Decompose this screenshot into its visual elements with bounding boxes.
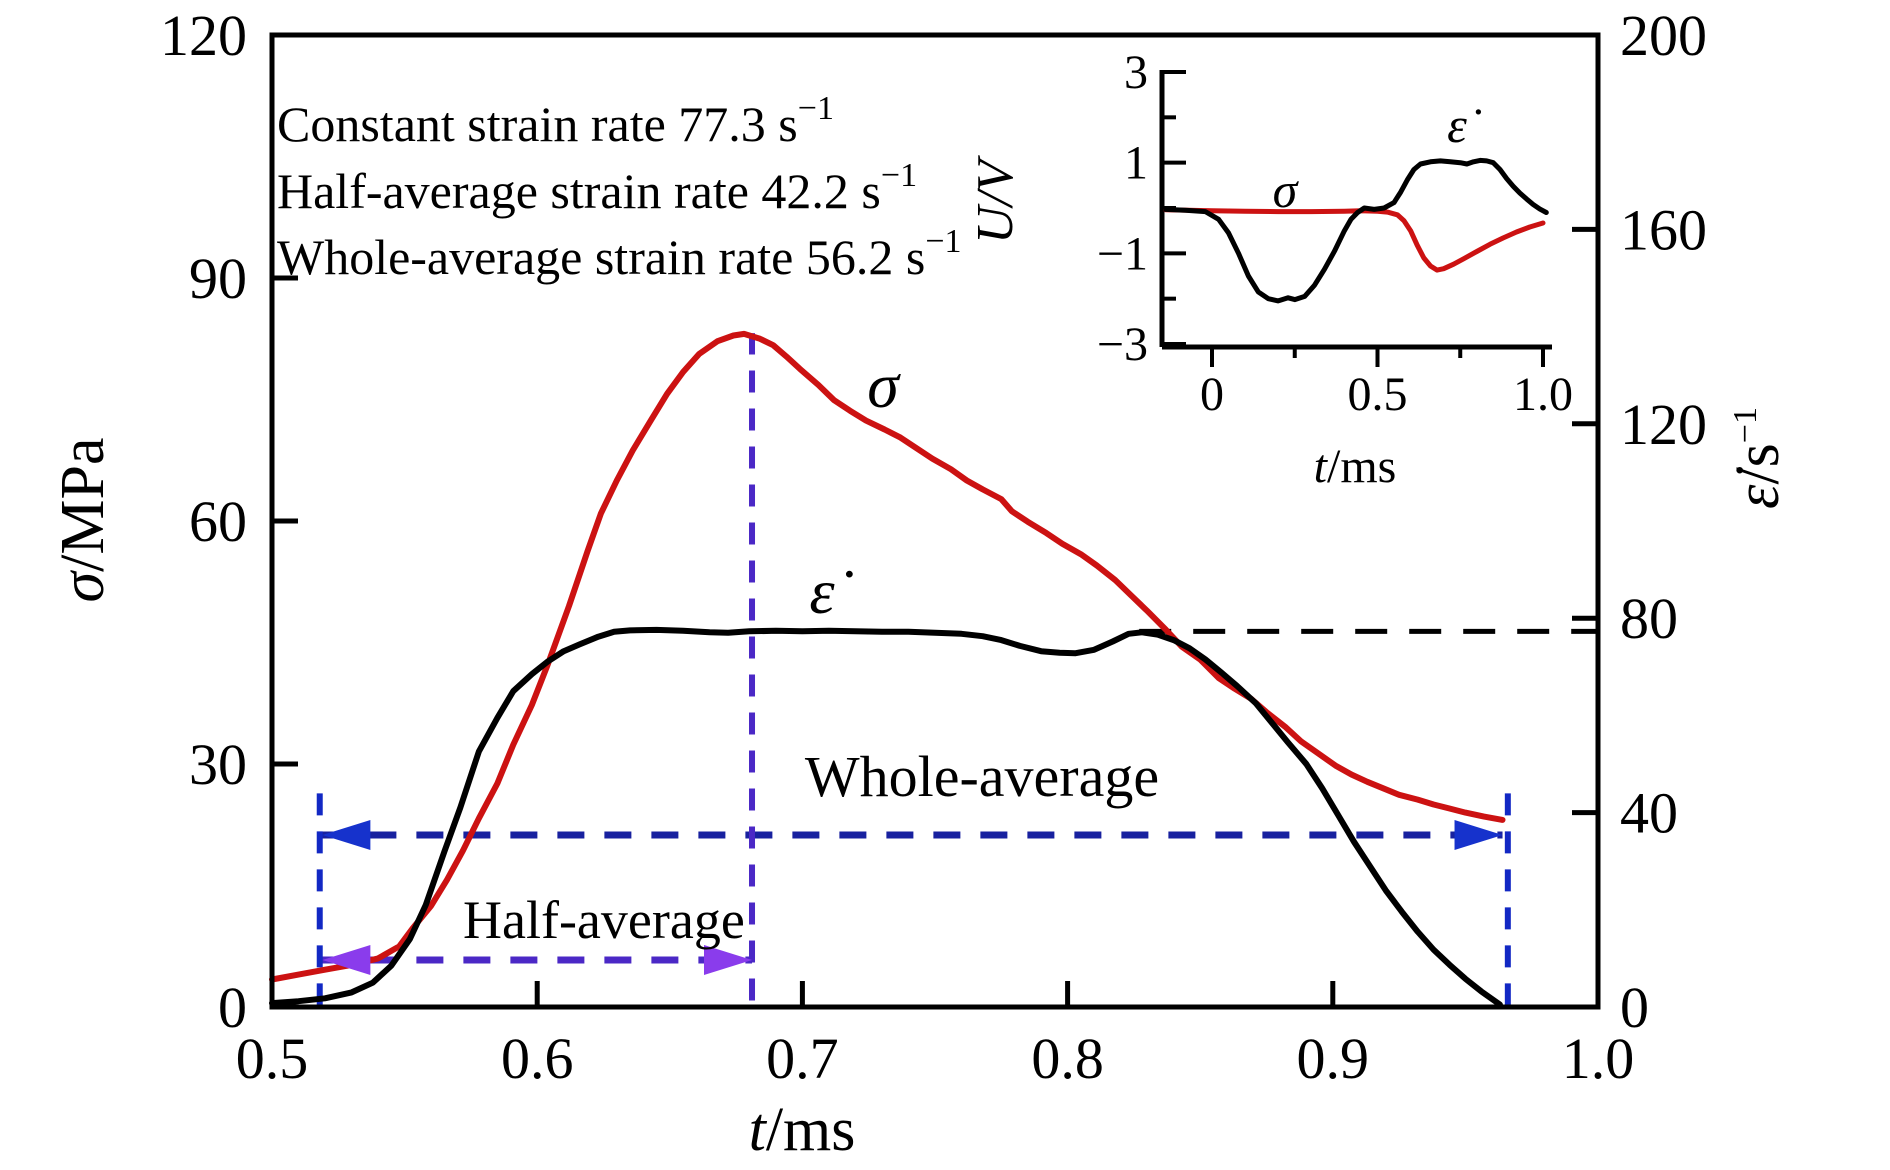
y-axis-label-right-unit: /s xyxy=(1724,443,1792,484)
y-right-tick-label-2: 80 xyxy=(1620,586,1678,651)
inset-strain-rate-curve-label: ε̇ xyxy=(1447,97,1482,153)
main-strain-rate-curve-label: ε̇ xyxy=(809,556,853,627)
inset-y-tick-label-3: −3 xyxy=(1097,318,1148,371)
inset-curves-layer xyxy=(1163,157,1549,304)
inset-strain-rate-curve xyxy=(1163,157,1549,304)
main-axis-tick-labels: 0.5 0.6 0.7 0.8 0.9 1.00306090120040801201602… xyxy=(160,3,1707,1091)
x-axis-label-symbol: t xyxy=(749,1096,768,1164)
x-tick-label-0: 0.5 xyxy=(236,1026,309,1091)
strain-rate-curve xyxy=(269,626,1503,1008)
legend-entry-whole-text: Whole-average strain rate 56.2 s xyxy=(277,229,925,285)
whole-average-label: Whole-average xyxy=(805,744,1159,809)
y-right-tick-label-5: 200 xyxy=(1620,3,1707,68)
whole-average-right-arrowhead xyxy=(1454,819,1503,850)
legend-entry-constant: Constant strain rate 77.3 s−1 xyxy=(277,90,834,152)
x-tick-label-1: 0.6 xyxy=(501,1026,574,1091)
legend-entry-whole-sup: −1 xyxy=(925,223,961,260)
y-axis-label-left: σ/MPa xyxy=(49,438,117,603)
x-tick-label-2: 0.7 xyxy=(766,1026,839,1091)
y-left-tick-label-4: 120 xyxy=(160,3,247,68)
inset-x-tick-label-1: 0.5 xyxy=(1348,368,1408,421)
x-tick-label-3: 0.8 xyxy=(1031,1026,1104,1091)
y-left-tick-label-0: 0 xyxy=(218,975,247,1040)
half-average-label: Half-average xyxy=(463,890,745,950)
half-average-right-arrowhead xyxy=(704,945,753,976)
inset-x-tick-label-0: 0 xyxy=(1200,368,1224,421)
x-axis-label-unit: /ms xyxy=(766,1096,856,1164)
y-right-tick-label-3: 120 xyxy=(1620,392,1707,457)
main-sigma-curve-label: σ xyxy=(867,350,901,421)
y-left-tick-label-2: 60 xyxy=(189,489,247,554)
legend-entry-constant-sup: −1 xyxy=(798,90,834,127)
legend-entry-constant-text: Constant strain rate 77.3 s xyxy=(277,96,798,152)
inset-y-tick-label-2: −1 xyxy=(1097,227,1148,280)
inset-x-axis-label: t/ms xyxy=(1314,440,1397,493)
y-left-tick-label-3: 90 xyxy=(189,246,247,311)
x-tick-label-4: 0.9 xyxy=(1297,1026,1370,1091)
y-axis-label-right: ε̇/s−1 xyxy=(1724,407,1792,509)
legend-entry-half: Half-average strain rate 42.2 s−1 xyxy=(277,157,917,219)
half-average-left-arrowhead xyxy=(322,945,371,976)
stress-sigma-curve xyxy=(269,330,1506,983)
legend-entry-half-sup: −1 xyxy=(881,157,917,194)
annotation-arrows-layer xyxy=(322,819,1503,976)
inset-y-tick-label-1: 1 xyxy=(1124,137,1148,190)
y-right-tick-label-4: 160 xyxy=(1620,197,1707,262)
inset-x-axis-label-unit: /ms xyxy=(1327,440,1396,493)
legend-entry-whole: Whole-average strain rate 56.2 s−1 xyxy=(277,223,962,285)
y-right-tick-label-0: 0 xyxy=(1620,975,1649,1040)
inset-stress-sigma-curve xyxy=(1163,207,1546,273)
inset-x-axis-label-symbol: t xyxy=(1314,440,1329,493)
y-axis-label-right-sup: −1 xyxy=(1727,407,1764,443)
y-left-tick-label-1: 30 xyxy=(189,732,247,797)
y-right-tick-label-1: 40 xyxy=(1620,781,1678,846)
main-curves-layer xyxy=(269,330,1506,1008)
y-axis-label-left-symbol: σ xyxy=(49,569,117,602)
legend-entry-half-text: Half-average strain rate 42.2 s xyxy=(277,163,881,219)
inset-x-tick-label-2: 1.0 xyxy=(1513,368,1573,421)
inset-sigma-curve-label: σ xyxy=(1273,162,1300,218)
whole-average-left-arrowhead xyxy=(322,819,371,850)
inset-y-axis-label: U/V xyxy=(967,155,1024,244)
inset-y-tick-label-0: 3 xyxy=(1124,46,1148,99)
y-axis-label-left-unit: /MPa xyxy=(49,438,117,572)
x-axis-label: t/ms xyxy=(749,1096,856,1164)
main-axis-ticks xyxy=(269,32,1601,1010)
inset-axes: 3 1 −1 −3 0 0.5 1.0 xyxy=(1097,46,1573,421)
x-tick-label-5: 1.0 xyxy=(1562,1026,1635,1091)
